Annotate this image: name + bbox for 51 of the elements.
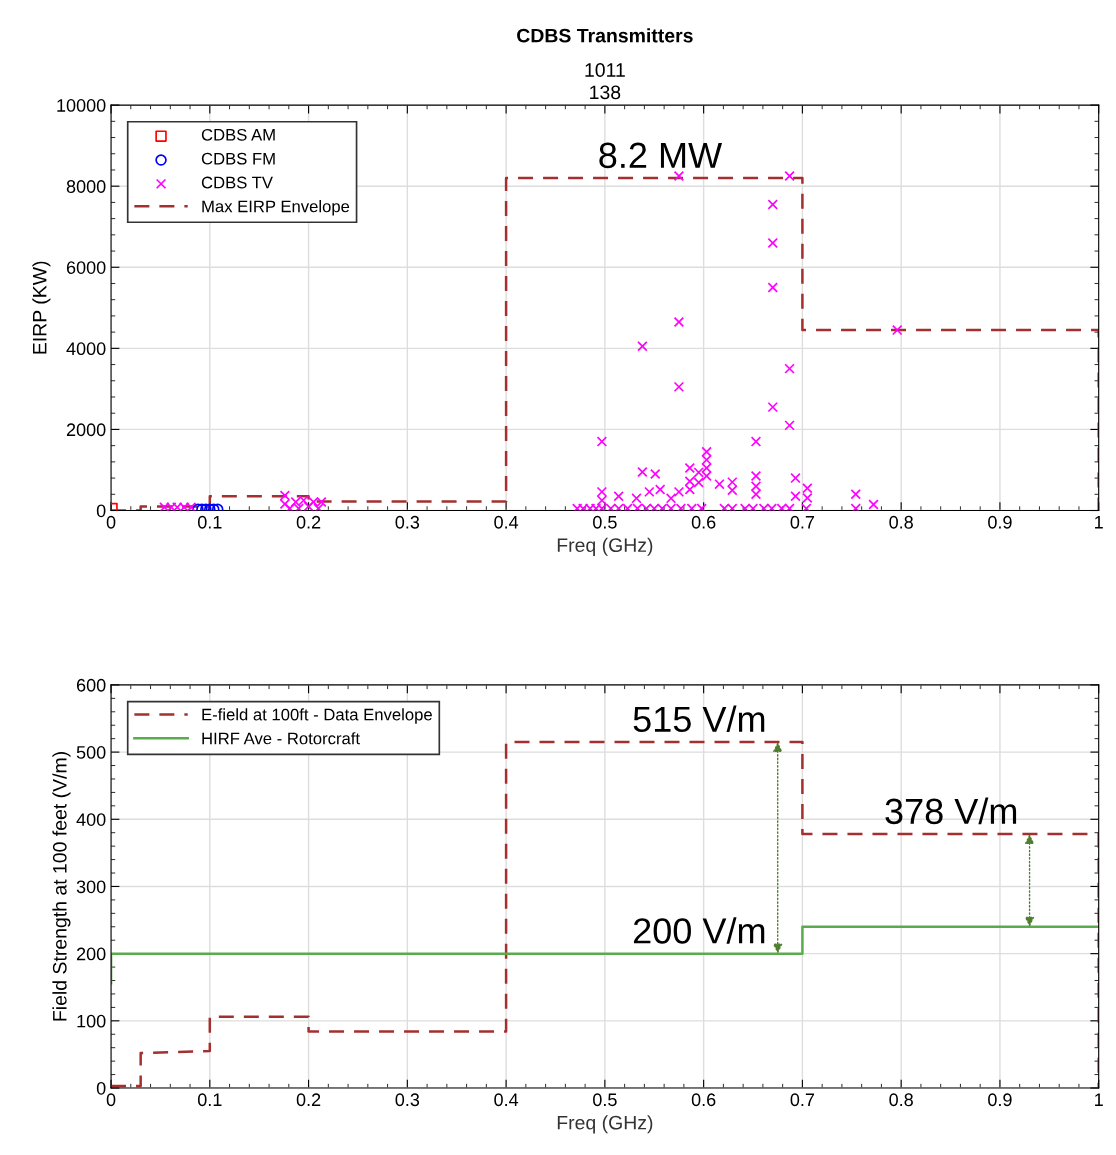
y-tick-label: 2000 bbox=[66, 423, 106, 437]
x-tick-label: 0.3 bbox=[395, 515, 420, 529]
x-tick-label: 0.1 bbox=[197, 1093, 222, 1107]
y-tick-label: 10000 bbox=[57, 99, 106, 112]
chart-subtitle: 1011 138 bbox=[585, 63, 625, 100]
y-tick-label: 4000 bbox=[66, 342, 106, 356]
x-tick-label: 0.1 bbox=[197, 515, 222, 529]
y-tick-label: 100 bbox=[77, 1014, 106, 1028]
y-tick-label: 0 bbox=[96, 1081, 106, 1095]
x-tick-label: 0.8 bbox=[889, 515, 913, 529]
annotation: 8.2 MW bbox=[599, 142, 723, 169]
x-tick-label: 0.6 bbox=[691, 1093, 716, 1107]
x-tick-label: 0.5 bbox=[593, 515, 617, 529]
y-tick-label: 500 bbox=[76, 746, 106, 759]
annotation: 200 V/m bbox=[633, 917, 765, 944]
x-tick-label: 1 bbox=[1095, 516, 1103, 529]
x-tick-label: 0.4 bbox=[494, 515, 519, 529]
x-tick-label: 1 bbox=[1095, 1093, 1103, 1106]
y-tick-label: 6000 bbox=[66, 261, 106, 274]
x-tick-label: 0.7 bbox=[790, 515, 815, 529]
y-tick-label: 400 bbox=[76, 813, 106, 826]
y-axis-title: EIRP (KW) bbox=[32, 261, 51, 354]
y-tick-label: 0 bbox=[96, 504, 106, 518]
x-tick-label: 0.6 bbox=[691, 515, 716, 529]
y-tick-label: 600 bbox=[76, 678, 106, 692]
y-tick-label: 300 bbox=[76, 880, 106, 894]
y-tick-label: 200 bbox=[76, 947, 106, 961]
x-axis-title: Freq (GHz) bbox=[557, 1115, 653, 1134]
x-tick-label: 0.9 bbox=[988, 515, 1012, 529]
legend-label: CDBS AM bbox=[201, 128, 275, 141]
x-tick-label: 0.8 bbox=[889, 1093, 913, 1107]
legend-label: HIRF Ave - Rotorcraft bbox=[202, 732, 360, 745]
chart-title: CDBS Transmitters bbox=[517, 28, 693, 43]
annotation: 515 V/m bbox=[633, 705, 765, 733]
legend-label: Max EIRP Envelope bbox=[202, 200, 350, 216]
x-tick-label: 0.3 bbox=[395, 1093, 420, 1107]
x-tick-label: 0.2 bbox=[296, 515, 321, 529]
legend-label: E-field at 100ft - Data Envelope bbox=[202, 708, 432, 724]
x-tick-label: 0.4 bbox=[494, 1093, 519, 1107]
x-tick-label: 0 bbox=[106, 515, 116, 529]
annotation: 378 V/m bbox=[885, 797, 1017, 825]
legend-label: CDBS FM bbox=[201, 152, 275, 165]
y-axis-title: Field Strength at 100 feet (V/m) bbox=[52, 752, 71, 1021]
x-tick-label: 0.5 bbox=[593, 1093, 617, 1107]
x-tick-label: 0.7 bbox=[790, 1093, 815, 1107]
x-tick-label: 0.9 bbox=[988, 1093, 1012, 1107]
x-tick-label: 0.2 bbox=[296, 1093, 321, 1107]
x-tick-label: 0 bbox=[106, 1093, 116, 1107]
legend-label: CDBS TV bbox=[201, 176, 273, 189]
x-axis-title: Freq (GHz) bbox=[557, 537, 653, 556]
y-tick-label: 8000 bbox=[66, 180, 106, 193]
